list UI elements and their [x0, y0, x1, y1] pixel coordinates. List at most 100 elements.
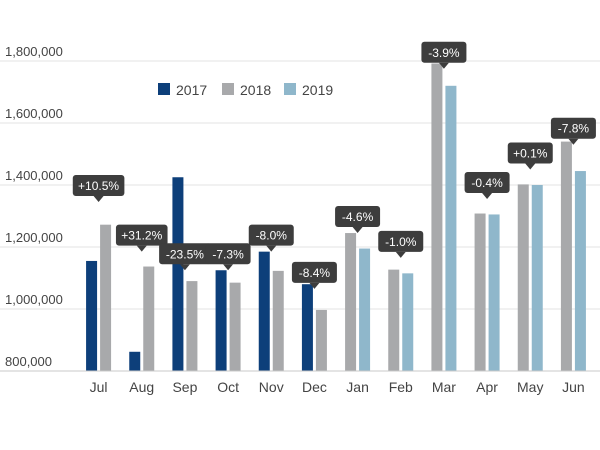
bar-2018-jan: [345, 233, 357, 371]
x-tick-label: Jan: [346, 379, 369, 395]
legend-label-2018: 2018: [240, 82, 271, 98]
callout-box: [378, 230, 424, 252]
x-tick-label: Mar: [432, 379, 456, 395]
bar-2018-apr: [474, 213, 486, 371]
callout-label: +10.5%: [78, 179, 119, 193]
callouts: +10.5% +31.2% -23.5% -7.3% -8.0% -8.4% -4.6% -1…: [72, 41, 596, 289]
bar-2019-jun: [574, 171, 586, 371]
callout-label: +31.2%: [121, 229, 162, 243]
x-tick-label: Aug: [129, 379, 154, 395]
callout-dec: -8.4%: [291, 261, 337, 289]
callout-pointer: [309, 282, 320, 289]
y-tick-label: 1,400,000: [5, 168, 63, 183]
callout-box: [115, 224, 168, 246]
legend-label-2017: 2017: [176, 82, 207, 98]
x-axis: Jul Aug Sep Oct Nov Dec Jan Feb Mar Apr May Jun: [0, 370, 600, 395]
callout-label: -7.8%: [558, 122, 590, 136]
callout-box: [550, 117, 596, 139]
callout-pointer: [395, 251, 406, 258]
callout-jun: -7.8%: [550, 117, 596, 145]
bar-2018-jul: [100, 224, 112, 371]
callout-box: [507, 142, 553, 164]
callout-apr: -0.4%: [464, 171, 510, 199]
x-tick-label: Oct: [217, 379, 239, 395]
y-tick-label: 800,000: [5, 354, 52, 369]
callout-aug: +31.2%: [115, 224, 168, 252]
callout-pointer: [136, 245, 147, 252]
legend: 2017 2018 2019: [158, 82, 333, 98]
callout-label: -23.5%: [166, 247, 204, 261]
bar-2017-jul: [86, 260, 98, 371]
x-tick-label: Apr: [476, 379, 498, 395]
x-tick-label: Jun: [562, 379, 585, 395]
callout-pointer: [438, 62, 449, 69]
callout-pointer: [568, 138, 579, 145]
bar-2018-sep: [186, 281, 198, 371]
bar-2017-sep: [172, 177, 184, 371]
legend-swatch-2017: [158, 83, 170, 95]
y-tick-label: 1,000,000: [5, 292, 63, 307]
callout-pointer: [266, 245, 277, 252]
callout-box: [205, 243, 251, 265]
callout-box: [248, 224, 294, 246]
y-tick-label: 1,800,000: [5, 44, 63, 59]
callout-label: -8.4%: [299, 266, 331, 280]
callout-box: [335, 206, 381, 228]
bar-2018-oct: [229, 282, 241, 371]
callout-pointer: [525, 163, 536, 170]
callout-label: -0.4%: [471, 176, 503, 190]
callout-pointer: [93, 196, 104, 203]
callout-box: [72, 175, 125, 197]
callout-label: +0.1%: [513, 147, 548, 161]
callout-nov: -8.0%: [248, 224, 294, 252]
callout-sep: -23.5%: [159, 243, 211, 271]
x-tick-label: Dec: [302, 379, 327, 395]
callout-pointer: [352, 227, 363, 234]
bar-2018-dec: [315, 309, 327, 371]
callout-box: [464, 171, 510, 193]
callout-label: -8.0%: [256, 229, 288, 243]
bar-2017-dec: [301, 284, 313, 371]
x-tick-label: Jul: [90, 379, 108, 395]
x-tick-label: May: [517, 379, 543, 395]
bar-2017-oct: [215, 270, 227, 371]
callout-pointer: [179, 264, 190, 271]
callout-box: [421, 41, 467, 63]
bar-2019-feb: [402, 273, 414, 371]
y-axis: 800,000 1,000,000 1,200,000 1,400,000 1,600,…: [5, 44, 63, 369]
legend-swatch-2018: [222, 83, 234, 95]
bar-2019-jan: [359, 248, 371, 371]
callout-pointer: [482, 192, 493, 199]
callout-feb: -1.0%: [378, 230, 424, 258]
bar-2018-nov: [272, 270, 284, 371]
callout-jan: -4.6%: [335, 206, 381, 234]
legend-label-2019: 2019: [302, 82, 333, 98]
callout-may: +0.1%: [507, 142, 553, 170]
bars: [86, 63, 586, 372]
callout-oct: -7.3%: [205, 243, 251, 271]
callout-label: -7.3%: [212, 247, 244, 261]
x-tick-label: Feb: [389, 379, 413, 395]
x-tick-label: Sep: [172, 379, 197, 395]
y-tick-label: 1,200,000: [5, 230, 63, 245]
bar-2019-may: [531, 185, 543, 371]
callout-label: -1.0%: [385, 235, 417, 249]
bar-2018-mar: [431, 63, 443, 371]
callout-jul: +10.5%: [72, 175, 125, 203]
callout-label: -4.6%: [342, 210, 374, 224]
bar-2018-may: [517, 184, 529, 371]
bar-2019-mar: [445, 85, 457, 372]
callout-label: -3.9%: [428, 46, 460, 60]
bar-2018-feb: [388, 269, 400, 371]
bar-2017-aug: [129, 351, 141, 371]
bar-2018-aug: [143, 266, 155, 371]
legend-swatch-2019: [284, 83, 296, 95]
y-tick-label: 1,600,000: [5, 106, 63, 121]
bar-2018-jun: [560, 141, 572, 371]
callout-box: [159, 243, 211, 265]
bar-2019-apr: [488, 214, 500, 371]
callout-mar: -3.9%: [421, 41, 467, 69]
callout-pointer: [223, 264, 234, 271]
callout-box: [291, 261, 337, 283]
